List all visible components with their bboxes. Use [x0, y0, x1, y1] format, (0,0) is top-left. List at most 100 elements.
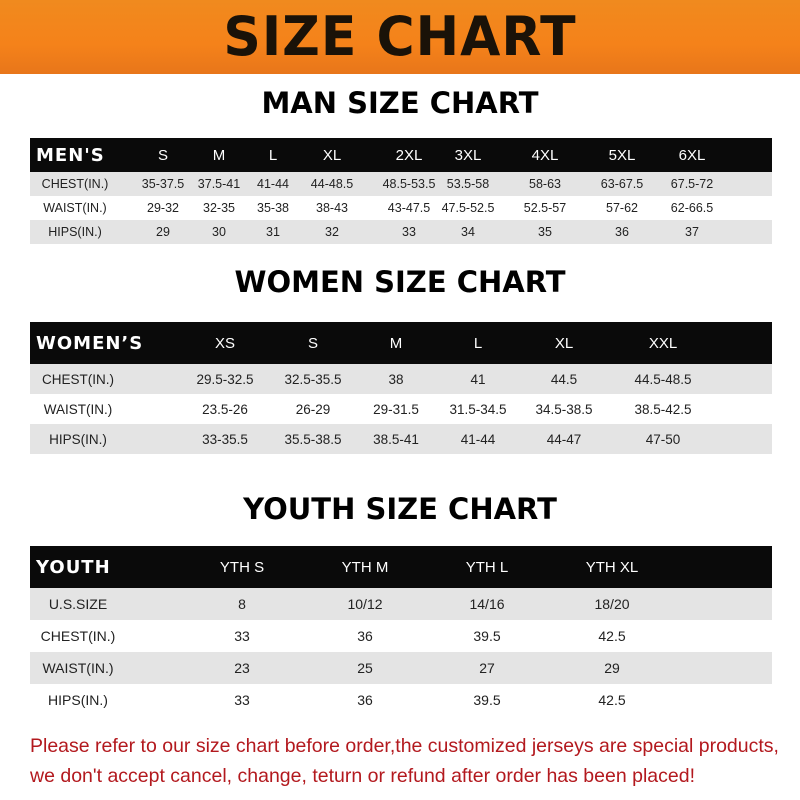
table-cell: 35-37.5 [141, 177, 185, 191]
table-cell: 27 [479, 660, 495, 676]
table-cell: 37.5-41 [197, 177, 241, 191]
table-cell: 29-31.5 [373, 401, 419, 417]
table-cell: 41-44 [460, 431, 496, 447]
table-cell: 10/12 [347, 596, 383, 612]
row-label: WAIST(IN.) [43, 401, 113, 417]
table-cell: 44.5 [550, 371, 578, 387]
column-header: L [473, 334, 483, 352]
table-cell: 44-48.5 [310, 177, 354, 191]
table-cell: 29.5-32.5 [196, 371, 254, 387]
column-header: M [212, 146, 226, 164]
table-cell: 41 [470, 371, 486, 387]
size-table: MEN'S S M L XL 2XL 3XL 4XL 5XL 6XL CHEST(IN.) 35-37… [30, 138, 772, 244]
table-cell: 23 [234, 660, 250, 676]
column-header: XXL [648, 334, 678, 352]
table-cell: 47-50 [645, 431, 681, 447]
table-cell: 36 [615, 225, 629, 239]
table-cell: 31.5-34.5 [449, 401, 507, 417]
column-header: 4XL [531, 146, 559, 164]
table-row: CHEST(IN.) 29.5-32.5 32.5-35.5 38 41 44.5 44.5… [30, 364, 772, 394]
table-row: WAIST(IN.) 23.5-26 26-29 29-31.5 31.5-34.5 34… [30, 394, 772, 424]
table-cell: 42.5 [598, 628, 626, 644]
table-row: WAIST(IN.) 23 25 27 29 [30, 652, 772, 684]
table-cell: 29 [604, 660, 620, 676]
column-header: M [389, 334, 403, 352]
column-header: YTH XL [585, 558, 639, 576]
table-cell: 67.5-72 [670, 177, 714, 191]
section-title: YOUTH SIZE CHART [243, 492, 557, 526]
row-label: WAIST(IN.) [43, 201, 107, 215]
table-row: HIPS(IN.) 29 30 31 32 33 34 35 36 37 [30, 220, 772, 244]
table-cell: 26-29 [295, 401, 331, 417]
table-cell: 35-38 [257, 201, 289, 215]
table-cell: 36 [357, 692, 373, 708]
column-header: 3XL [454, 146, 482, 164]
table-header-label: YOUTH [36, 556, 111, 578]
table-cell: 23.5-26 [202, 401, 248, 417]
table-cell: 57-62 [606, 201, 638, 215]
notice-line-2: we don't accept cancel, change, teturn o… [30, 765, 695, 787]
table-cell: 31 [266, 225, 280, 239]
size-table: YOUTH YTH S YTH M YTH L YTH XL U.S.SIZE 8 10/12… [30, 546, 772, 716]
table-cell: 38 [388, 371, 404, 387]
table-header-row: WOMEN’S XS S M L XL XXL [30, 322, 772, 364]
table-cell: 38.5-42.5 [634, 401, 692, 417]
table-cell: 35.5-38.5 [284, 431, 342, 447]
column-header: L [268, 146, 278, 164]
table-cell: 38.5-41 [373, 431, 419, 447]
table-cell: 37 [685, 225, 699, 239]
column-header: 5XL [608, 146, 636, 164]
table-cell: 30 [212, 225, 226, 239]
table-header-label: MEN'S [36, 144, 105, 166]
table-cell: 29-32 [147, 201, 179, 215]
row-label: U.S.SIZE [48, 596, 108, 612]
table-header-row: YOUTH YTH S YTH M YTH L YTH XL [30, 546, 772, 588]
column-header: XS [214, 334, 236, 352]
table-cell: 43-47.5 [387, 201, 431, 215]
table-header-row: MEN'S S M L XL 2XL 3XL 4XL 5XL 6XL [30, 138, 772, 172]
column-header: YTH S [219, 558, 265, 576]
table-cell: 39.5 [473, 692, 501, 708]
table-cell: 29 [156, 225, 170, 239]
table-cell: 36 [357, 628, 373, 644]
table-row: CHEST(IN.) 35-37.5 37.5-41 41-44 44-48.5 48.5… [30, 172, 772, 196]
column-header: XL [322, 146, 342, 164]
table-row: CHEST(IN.) 33 36 39.5 42.5 [30, 620, 772, 652]
section-title: MAN SIZE CHART [261, 86, 539, 120]
row-label: CHEST(IN.) [41, 177, 109, 191]
column-header: S [307, 334, 319, 352]
table-cell: 32.5-35.5 [284, 371, 342, 387]
section-title: WOMEN SIZE CHART [234, 265, 566, 299]
row-label: WAIST(IN.) [42, 660, 114, 676]
table-cell: 34 [461, 225, 475, 239]
notice-line-1: Please refer to our size chart before or… [30, 735, 779, 757]
table-header-label: WOMEN’S [36, 332, 144, 354]
table-cell: 14/16 [469, 596, 505, 612]
table-cell: 33-35.5 [202, 431, 248, 447]
table-cell: 39.5 [473, 628, 501, 644]
table-cell: 44.5-48.5 [634, 371, 692, 387]
column-header: YTH M [341, 558, 389, 576]
row-label: HIPS(IN.) [48, 692, 108, 708]
table-cell: 63-67.5 [600, 177, 644, 191]
column-header: XL [554, 334, 574, 352]
table-cell: 33 [402, 225, 416, 239]
table-cell: 52.5-57 [523, 201, 567, 215]
table-cell: 18/20 [594, 596, 630, 612]
table-cell: 62-66.5 [670, 201, 714, 215]
banner: SIZE CHART [0, 0, 800, 74]
column-header: YTH L [465, 558, 509, 576]
table-row: U.S.SIZE 8 10/12 14/16 18/20 [30, 588, 772, 620]
table-cell: 35 [538, 225, 552, 239]
table-cell: 58-63 [529, 177, 561, 191]
row-label: CHEST(IN.) [40, 628, 116, 644]
table-cell: 38-43 [316, 201, 348, 215]
table-cell: 44-47 [546, 431, 582, 447]
banner-title: SIZE CHART [223, 5, 577, 69]
row-label: HIPS(IN.) [49, 431, 107, 447]
column-header: 6XL [678, 146, 706, 164]
table-cell: 25 [357, 660, 373, 676]
table-cell: 32-35 [203, 201, 235, 215]
table-cell: 42.5 [598, 692, 626, 708]
table-cell: 53.5-58 [446, 177, 490, 191]
